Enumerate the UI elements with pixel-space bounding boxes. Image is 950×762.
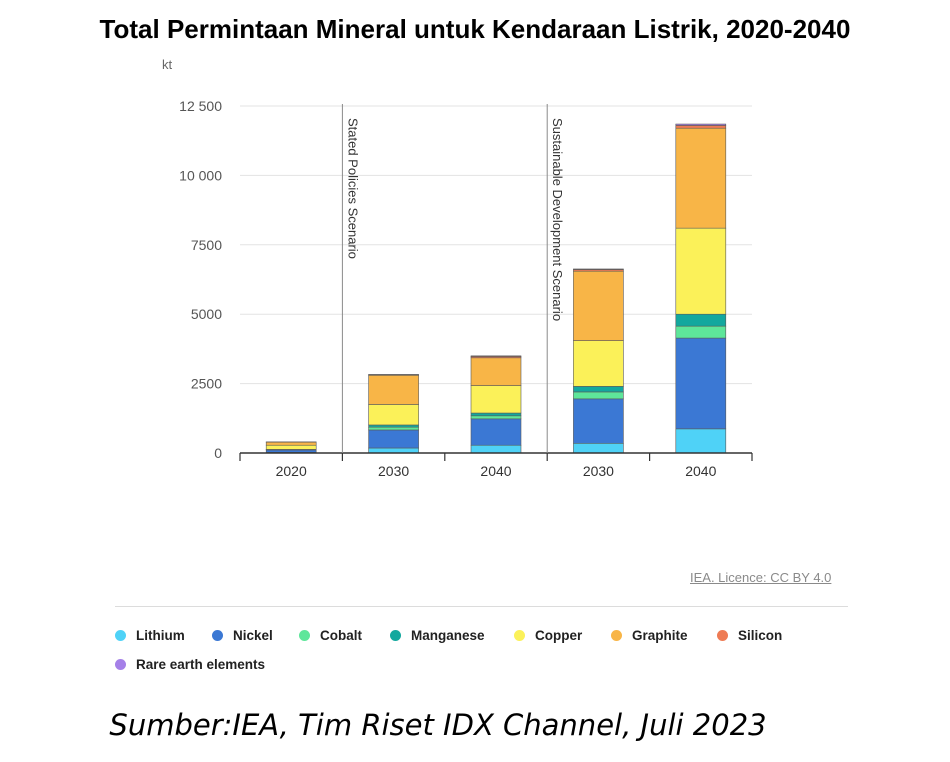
legend-dot: [299, 630, 310, 641]
bar-segment-copper: [573, 340, 624, 387]
legend-divider: [115, 606, 848, 607]
bar-segment-rare-earth-elements: [675, 123, 727, 126]
bar-segment-graphite: [675, 127, 727, 229]
legend-item-lithium[interactable]: Lithium: [115, 628, 185, 643]
y-tick-label: 12 500: [179, 98, 222, 114]
legend-item-rare-earth-elements[interactable]: Rare earth elements: [115, 657, 265, 672]
bar-segment-manganese: [470, 412, 522, 417]
x-tick-label: 2040: [685, 463, 716, 479]
legend-label: Manganese: [411, 628, 485, 643]
legend-item-manganese[interactable]: Manganese: [390, 628, 485, 643]
bar-segment-cobalt: [573, 391, 624, 400]
legend-dot: [115, 659, 126, 670]
legend-dot: [611, 630, 622, 641]
bar-segment-copper: [470, 385, 522, 414]
legend-dot: [390, 630, 401, 641]
bar-segment-manganese: [573, 386, 624, 393]
x-tick-label: 2020: [276, 463, 307, 479]
bar-segment-nickel: [470, 418, 522, 446]
y-axis-unit-label: kt: [162, 57, 173, 72]
legend-item-cobalt[interactable]: Cobalt: [299, 628, 362, 643]
bar-segment-manganese: [368, 424, 419, 428]
legend-label: Silicon: [738, 628, 783, 643]
bar-segment-graphite: [573, 270, 624, 341]
bar-segment-copper: [368, 404, 419, 426]
scenario-label: Stated Policies Scenario: [345, 118, 360, 259]
bar-segment-nickel: [573, 398, 624, 444]
bar-segment-graphite: [368, 374, 419, 405]
legend-dot: [717, 630, 728, 641]
legend-item-graphite[interactable]: Graphite: [611, 628, 688, 643]
bar-segment-copper: [675, 227, 727, 315]
bar-segment-cobalt: [368, 426, 419, 431]
x-tick-label: 2030: [583, 463, 614, 479]
licence-link[interactable]: IEA. Licence: CC BY 4.0: [690, 570, 832, 585]
legend-label: Copper: [535, 628, 583, 643]
x-tick-label: 2040: [480, 463, 511, 479]
bar-segment-manganese: [675, 313, 727, 327]
y-tick-label: 5000: [191, 306, 222, 322]
bar-segment-copper: [265, 444, 317, 450]
bar-segment-lithium: [470, 444, 522, 454]
y-tick-label: 2500: [191, 376, 222, 392]
scenario-label: Sustainable Development Scenario: [550, 118, 565, 321]
bar-segment-graphite: [265, 441, 317, 446]
legend-label: Rare earth elements: [136, 657, 266, 672]
bar-segment-nickel: [368, 429, 419, 449]
legend-item-copper[interactable]: Copper: [514, 628, 582, 643]
bar-segment-silicon: [675, 125, 727, 129]
bar-segment-cobalt: [470, 415, 522, 420]
x-tick-label: 2030: [378, 463, 409, 479]
legend-dot: [212, 630, 223, 641]
stacked-bar-chart: kt 0 2500 5000 7500 10 000 12 500 2020 2030 2040 2…: [162, 57, 753, 479]
source-caption: Sumber:IEA, Tim Riset IDX Channel, Juli …: [109, 708, 767, 742]
bar-segment-lithium: [675, 428, 727, 454]
bar-segment-cobalt: [675, 325, 727, 339]
bar-segment-rare-earth-elements: [470, 355, 522, 357]
legend-item-silicon[interactable]: Silicon: [717, 628, 782, 643]
legend-dot: [115, 630, 126, 641]
legend-label: Nickel: [233, 628, 273, 643]
legend-dot: [514, 630, 525, 641]
y-tick-label: 0: [214, 445, 222, 461]
legend-label: Graphite: [632, 628, 688, 643]
bar-segment-graphite: [470, 357, 522, 386]
bar-segment-lithium: [573, 442, 624, 454]
chart-title: Total Permintaan Mineral untuk Kendaraan…: [99, 14, 851, 44]
legend-item-nickel[interactable]: Nickel: [212, 628, 273, 643]
legend-label: Cobalt: [320, 628, 362, 643]
bar-segment-nickel: [675, 337, 727, 430]
legend-label: Lithium: [136, 628, 185, 643]
y-tick-label: 7500: [191, 237, 222, 253]
bar-segment-rare-earth-elements: [573, 268, 624, 270]
y-tick-label: 10 000: [179, 167, 222, 183]
bar-segment-nickel: [265, 449, 317, 453]
